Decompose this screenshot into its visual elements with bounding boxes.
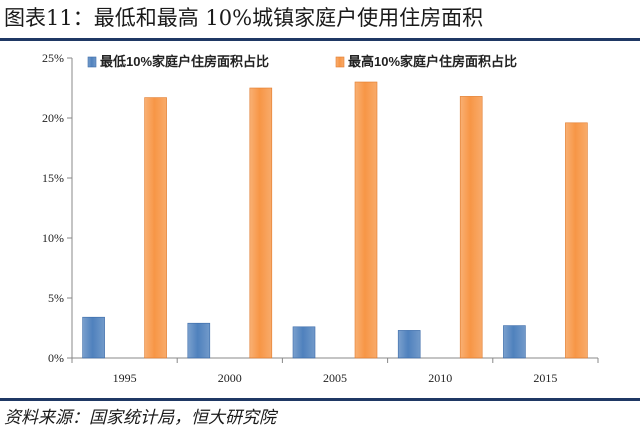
title-divider: [0, 38, 640, 41]
bar-lowest-10pct: [397, 330, 421, 359]
bar-highest-10pct: [565, 122, 588, 359]
source-note: 资料来源：国家统计局，恒大研究院: [4, 408, 276, 428]
bar-chart: 最低10%家庭户住房面积占比 最高10%家庭户住房面积占比 0% 5% 10% 15% 2…: [42, 51, 599, 385]
x-tick-label: 2015: [533, 371, 557, 385]
bar-lowest-10pct: [82, 316, 105, 359]
bar-highest-10pct: [459, 96, 483, 359]
y-tick-label: 20%: [42, 111, 64, 125]
footer-divider: [0, 398, 640, 401]
legend-label: 最低10%家庭户住房面积占比: [100, 54, 269, 69]
bar-highest-10pct: [249, 87, 273, 359]
x-tick-label: 2005: [323, 371, 347, 385]
legend-label: 最高10%家庭户住房面积占比: [348, 54, 517, 69]
x-axis: 1995 2000 2005 2010 2015: [71, 357, 599, 385]
y-tick-label: 15%: [42, 171, 64, 185]
bar-lowest-10pct: [292, 326, 316, 359]
y-tick-label: 5%: [48, 291, 64, 305]
y-tick-label: 0%: [48, 351, 64, 365]
bar-highest-10pct: [354, 81, 378, 359]
y-tick-label: 25%: [42, 51, 64, 65]
x-tick-label: 1995: [113, 371, 137, 385]
y-tick-label: 10%: [42, 231, 64, 245]
legend-swatch: [87, 56, 97, 68]
x-tick-label: 2010: [428, 371, 452, 385]
y-axis: 0% 5% 10% 15% 20% 25%: [42, 51, 73, 365]
chart-title: 图表11：最低和最高 10%城镇家庭户使用住房面积: [4, 6, 484, 30]
legend: 最低10%家庭户住房面积占比 最高10%家庭户住房面积占比: [87, 54, 517, 69]
bar-highest-10pct: [144, 97, 167, 359]
legend-swatch: [335, 56, 345, 68]
bar-lowest-10pct: [503, 325, 526, 359]
bar-lowest-10pct: [187, 322, 211, 359]
x-tick-label: 2000: [218, 371, 242, 385]
bars: [82, 81, 588, 359]
